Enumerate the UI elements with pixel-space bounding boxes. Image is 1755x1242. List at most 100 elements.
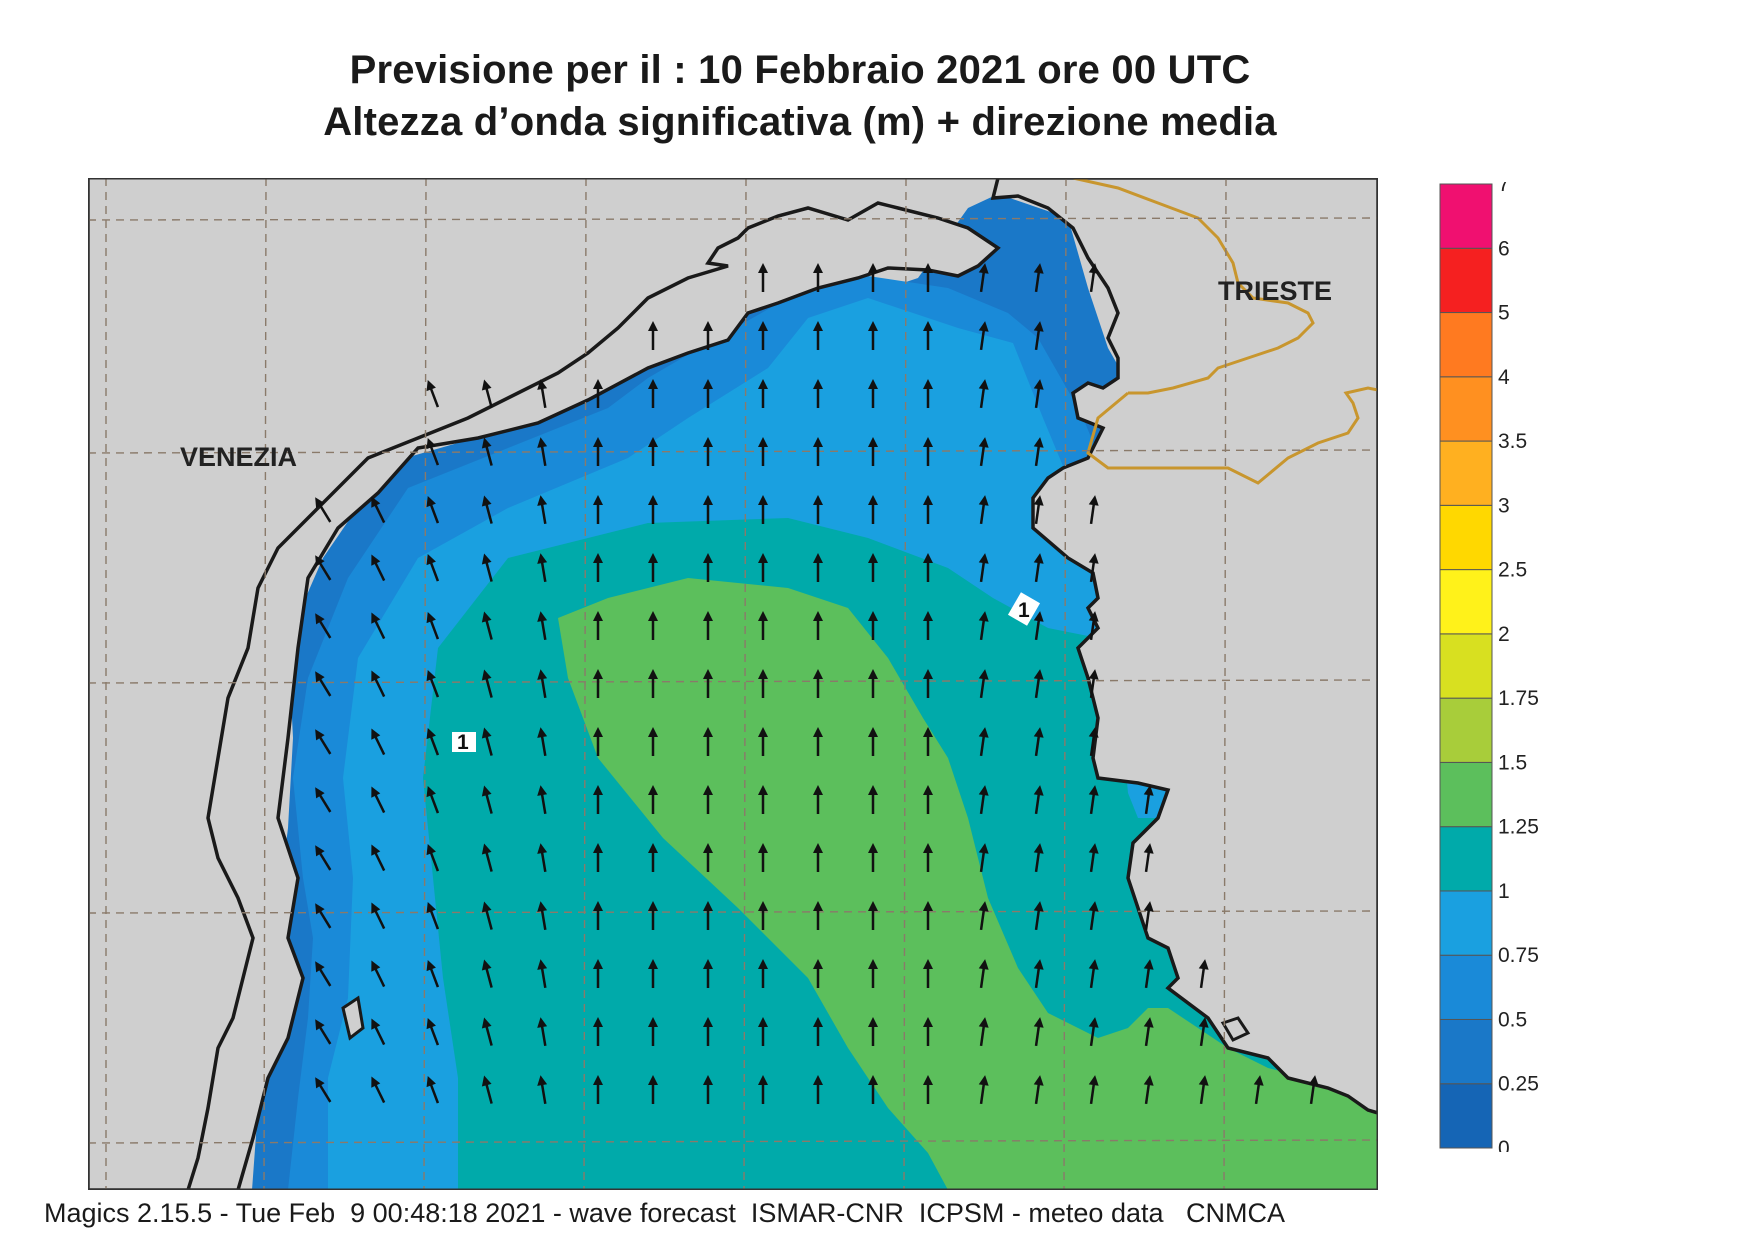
direction-arrow — [371, 496, 386, 524]
colorbar-swatch — [1439, 440, 1493, 506]
direction-arrow — [923, 321, 933, 350]
direction-arrow — [426, 959, 440, 988]
direction-arrow — [813, 437, 823, 466]
direction-arrow — [703, 843, 713, 872]
direction-arrow — [537, 901, 548, 931]
direction-arrow — [868, 669, 878, 698]
direction-arrow — [593, 611, 603, 640]
direction-arrow — [813, 959, 823, 988]
direction-arrow — [481, 611, 493, 640]
direction-arrow — [648, 553, 658, 582]
direction-arrow — [371, 902, 386, 930]
forecast-subtitle: Altezza d’onda significativa (m) + direz… — [323, 100, 1277, 144]
colorbar-swatch — [1439, 1083, 1493, 1149]
direction-arrow — [1088, 785, 1099, 815]
direction-arrow — [703, 669, 713, 698]
footer-credits: Magics 2.15.5 - Tue Feb 9 00:48:18 2021 … — [44, 1198, 1285, 1228]
direction-arrow — [923, 1017, 933, 1046]
colorbar-level-label: 1.75 — [1498, 687, 1539, 710]
direction-arrow — [537, 669, 548, 699]
colorbar-level-label: 1.5 — [1498, 751, 1527, 774]
direction-arrow — [481, 843, 493, 872]
venetian-lagoon-land — [88, 178, 1001, 1190]
direction-arrow — [1033, 437, 1044, 467]
direction-arrow — [1033, 379, 1044, 409]
direction-arrow — [426, 1075, 440, 1104]
direction-arrow — [426, 727, 440, 756]
direction-arrow — [813, 843, 823, 872]
direction-arrow — [426, 669, 440, 698]
direction-arrow — [593, 843, 603, 872]
direction-arrow — [868, 901, 878, 930]
direction-arrow — [1088, 1017, 1099, 1047]
direction-arrow — [813, 901, 823, 930]
direction-arrow — [868, 843, 878, 872]
direction-arrow — [1198, 1017, 1209, 1047]
direction-arrow — [978, 669, 989, 699]
direction-arrow — [813, 727, 823, 756]
colorbar-swatch — [1439, 890, 1493, 956]
direction-arrow — [703, 1017, 713, 1046]
direction-arrow — [315, 787, 332, 813]
colorbar-swatch — [1439, 697, 1493, 763]
direction-arrow — [426, 553, 440, 582]
direction-arrow — [758, 263, 768, 292]
direction-arrow — [923, 263, 933, 292]
direction-arrow — [703, 727, 713, 756]
direction-arrow — [868, 959, 878, 988]
direction-arrow — [813, 1075, 823, 1104]
direction-arrow — [1198, 1075, 1209, 1105]
direction-arrow — [1253, 1075, 1264, 1105]
direction-arrow — [481, 379, 493, 408]
colorbar-level-label: 0 — [1498, 1137, 1510, 1152]
colorbar-level-label: 7 — [1498, 182, 1510, 196]
direction-arrow — [868, 611, 878, 640]
direction-arrow — [426, 1017, 440, 1046]
colorbar-level-label: 5 — [1498, 302, 1510, 325]
direction-arrow — [1033, 495, 1044, 525]
direction-arrow — [978, 321, 989, 351]
colorbar-legend: 0 0.25 0.5 0.75 1 1.25 1.5 1.75 2 2.5 3 3.5 4 5 6 7 — [1439, 182, 1539, 1152]
direction-arrow — [481, 1075, 493, 1104]
direction-arrow — [315, 671, 332, 697]
direction-arrow — [813, 321, 823, 350]
island — [1220, 1016, 1251, 1042]
direction-arrow — [923, 785, 933, 814]
direction-arrow — [648, 1075, 658, 1104]
direction-arrow — [537, 843, 548, 873]
contour-label: 1 — [1007, 592, 1041, 626]
direction-arrow — [648, 437, 658, 466]
direction-arrow — [537, 437, 548, 467]
direction-arrow — [648, 669, 658, 698]
direction-arrow — [923, 669, 933, 698]
direction-arrow — [315, 555, 332, 581]
colorbar-swatch — [1439, 826, 1493, 892]
direction-arrow — [315, 613, 332, 639]
direction-arrow — [1033, 611, 1044, 641]
colorbar-swatch — [1439, 1018, 1493, 1085]
direction-arrow — [426, 843, 440, 872]
direction-arrow — [1143, 1017, 1154, 1047]
direction-arrow — [537, 727, 548, 757]
direction-arrow — [758, 785, 768, 814]
direction-arrow — [813, 785, 823, 814]
direction-arrow — [703, 901, 713, 930]
direction-arrow — [978, 611, 989, 641]
colorbar-level-label: 1.25 — [1498, 816, 1539, 839]
direction-arrow — [978, 785, 989, 815]
direction-arrow — [315, 845, 332, 871]
direction-arrow — [593, 959, 603, 988]
direction-arrow — [593, 553, 603, 582]
direction-arrow — [648, 1017, 658, 1046]
direction-arrow — [923, 379, 933, 408]
direction-arrow — [371, 670, 386, 698]
direction-arrow — [371, 554, 386, 582]
direction-arrow — [923, 553, 933, 582]
colorbar-swatch — [1439, 761, 1493, 828]
svg-text:1: 1 — [1018, 599, 1030, 622]
direction-arrow — [1088, 1075, 1099, 1105]
direction-arrow — [1033, 1075, 1044, 1105]
colorbar-level-label: 1 — [1498, 880, 1510, 903]
direction-arrow — [593, 379, 603, 408]
direction-arrow — [1033, 1017, 1044, 1047]
